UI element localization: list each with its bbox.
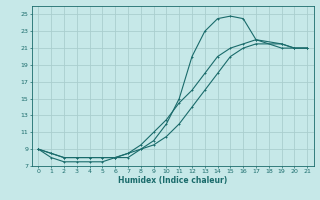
X-axis label: Humidex (Indice chaleur): Humidex (Indice chaleur) bbox=[118, 176, 228, 185]
